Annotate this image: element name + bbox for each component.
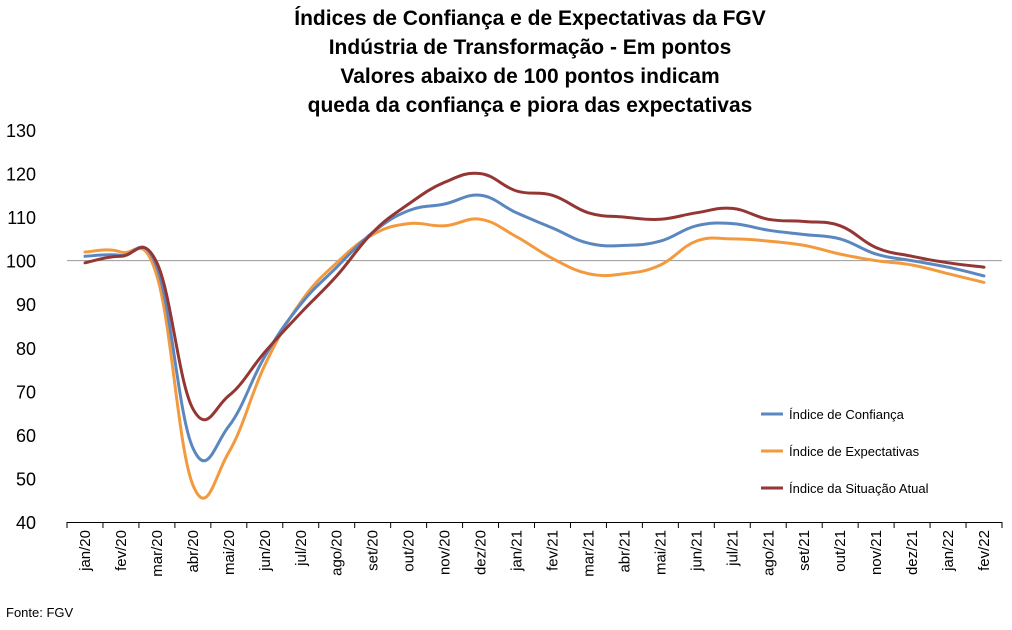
x-tick-label: mai/20	[221, 530, 238, 575]
series-line-expectativas	[83, 217, 986, 500]
x-tick-label: nov/21	[868, 530, 885, 575]
y-tick-label: 40	[16, 513, 36, 533]
y-tick-label: 100	[6, 252, 36, 272]
y-tick-label: 130	[6, 121, 36, 141]
y-tick-label: 70	[16, 382, 36, 402]
x-tick-label: jul/20	[293, 530, 310, 567]
y-tick-label: 80	[16, 339, 36, 359]
x-tick-label: mar/20	[149, 530, 166, 577]
y-tick-label: 110	[7, 208, 36, 228]
x-tick-label: set/21	[796, 530, 813, 571]
chart-title-line-2: Indústria de Transformação - Em pontos	[328, 36, 732, 59]
legend: Índice de Confiança Índice de Expectativa…	[761, 407, 929, 496]
x-axis	[66, 522, 1003, 528]
series-line-situacao	[83, 171, 986, 422]
x-tick-label: jun/21	[688, 530, 705, 572]
legend-label-confianca: Índice de Confiança	[789, 407, 905, 422]
x-tick-label: fev/21	[544, 530, 561, 571]
x-tick-label: ago/20	[329, 530, 346, 576]
y-tick-label: 50	[16, 469, 36, 489]
x-tick-label: jan/21	[509, 530, 526, 572]
x-tick-label: abr/21	[616, 530, 633, 573]
x-tick-label: abr/20	[185, 530, 202, 573]
x-tick-label: out/20	[401, 530, 418, 572]
x-tick-label: ago/21	[760, 530, 777, 576]
chart-title: Índices de Confiança e de Expectativas d…	[260, 4, 800, 120]
chart-title-line-3: Valores abaixo de 100 pontos indicam	[340, 65, 720, 88]
x-tick-label: mai/21	[652, 530, 669, 575]
chart-title-line-4: queda da confiança e piora das expectati…	[307, 94, 753, 117]
x-tick-label: mar/21	[580, 530, 597, 577]
x-tick-label: out/21	[832, 530, 849, 572]
x-tick-label: nov/20	[437, 530, 454, 575]
x-axis-ticks: jan/20 fev/20 mar/20 abr/20 mai/20 jun/20 jul/…	[77, 530, 993, 577]
source-note: Fonte: FGV	[6, 605, 74, 620]
series-line-confianca	[83, 193, 986, 463]
legend-label-situacao: Índice da Situação Atual	[789, 481, 929, 496]
y-tick-label: 90	[16, 295, 36, 315]
legend-label-expectativas: Índice de Expectativas	[789, 444, 920, 459]
x-tick-label: jan/20	[77, 530, 94, 572]
x-tick-label: set/20	[365, 530, 382, 571]
y-axis-ticks: 40 50 60 70 80 90 100 110 120 130	[6, 121, 36, 533]
series-lines	[83, 171, 986, 500]
x-tick-label: dez/21	[904, 530, 921, 575]
y-tick-label: 120	[6, 165, 36, 185]
chart-title-line-1: Índices de Confiança e de Expectativas d…	[294, 7, 766, 30]
x-tick-label: jun/20	[257, 530, 274, 572]
x-tick-label: fev/20	[113, 530, 130, 571]
x-tick-label: fev/22	[976, 530, 993, 571]
x-tick-label: dez/20	[473, 530, 490, 575]
x-tick-label: jul/21	[724, 530, 741, 567]
x-tick-label: jan/22	[940, 530, 957, 572]
y-tick-label: 60	[16, 426, 36, 446]
